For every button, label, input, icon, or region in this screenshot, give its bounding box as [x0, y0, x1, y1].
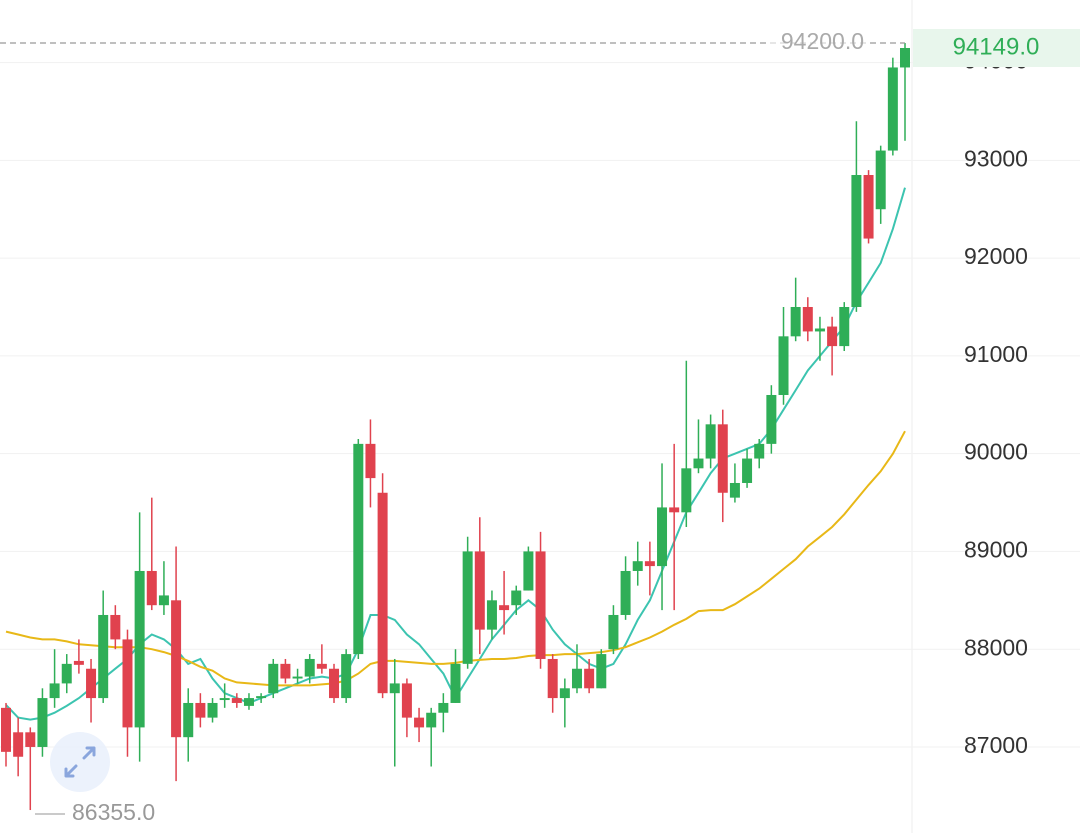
candle-body	[1, 707, 11, 752]
candle-body	[37, 698, 48, 747]
candle-body	[256, 696, 267, 699]
candle-body	[195, 702, 206, 718]
candle-body	[316, 663, 327, 669]
y-tick-label: 87000	[964, 732, 1028, 758]
candle-body	[438, 702, 449, 713]
candle-body	[875, 150, 886, 210]
candle-body	[341, 654, 352, 699]
y-tick-label: 92000	[964, 243, 1028, 269]
candle-body	[523, 551, 534, 591]
candle-body	[329, 668, 340, 699]
last-price-label: 94149.0	[953, 33, 1040, 60]
last-price-badge	[913, 29, 1080, 68]
candle-body	[377, 492, 388, 694]
candle-body	[571, 668, 582, 689]
candle-body	[231, 698, 242, 703]
candle-body	[134, 570, 145, 728]
candle-body	[766, 394, 777, 444]
candle-body	[426, 712, 437, 728]
candle-body	[61, 663, 72, 684]
y-tick-label: 88000	[964, 634, 1028, 660]
candle-body	[98, 614, 109, 699]
candle-body	[754, 443, 765, 459]
candle-body	[887, 67, 898, 151]
candle-body	[584, 668, 595, 689]
candle-body	[353, 443, 364, 655]
candle-body	[219, 698, 230, 701]
y-tick-label: 89000	[964, 537, 1028, 563]
candle-body	[183, 702, 194, 738]
candle-body	[900, 48, 910, 68]
candle-body	[499, 605, 510, 611]
candle-body	[790, 306, 801, 337]
candle-body	[657, 507, 668, 567]
candles	[1, 43, 910, 811]
candle-body	[717, 424, 728, 493]
candle-body	[547, 658, 558, 699]
candle-body	[401, 683, 412, 718]
candle-body	[511, 590, 522, 606]
candle-body	[596, 654, 607, 689]
candle-body	[389, 683, 400, 694]
candle-body	[620, 570, 631, 615]
expand-button[interactable]	[50, 732, 110, 792]
candle-body	[632, 561, 643, 571]
candle-body	[559, 688, 570, 699]
candle-body	[486, 600, 497, 630]
candle-body	[802, 306, 813, 332]
candle-body	[171, 600, 182, 738]
y-tick-label: 90000	[964, 439, 1028, 465]
candle-body	[207, 702, 218, 718]
candle-body	[827, 326, 838, 347]
candle-body	[705, 424, 716, 459]
candle-body	[644, 561, 655, 567]
candle-body	[681, 468, 692, 513]
candle-body	[851, 175, 862, 307]
candle-body	[863, 175, 874, 239]
candle-body	[86, 668, 97, 699]
expand-icon[interactable]	[64, 746, 96, 778]
candle-body	[450, 663, 461, 703]
candle-body	[535, 551, 546, 659]
candle-body	[304, 658, 315, 677]
candle-body	[693, 458, 704, 469]
candle-body	[73, 660, 84, 665]
candle-body	[280, 663, 291, 679]
candle-body	[49, 683, 60, 699]
candle-body	[814, 328, 825, 332]
candle-body	[292, 676, 303, 679]
candle-body	[243, 698, 254, 706]
candle-body	[268, 663, 279, 694]
max-label: 94200.0	[781, 28, 864, 54]
y-tick-label: 93000	[964, 145, 1028, 171]
y-tick-label: 91000	[964, 341, 1028, 367]
candle-body	[122, 639, 133, 728]
max-label-bg	[766, 31, 866, 56]
labels: 8700088000890009000091000920009300094000…	[0, 28, 1080, 825]
candle-body	[110, 614, 121, 640]
candle-body	[365, 443, 376, 479]
candle-body	[474, 551, 485, 630]
candle-body	[13, 732, 24, 757]
candle-body	[158, 595, 169, 606]
candle-body	[25, 732, 36, 747]
candle-body	[669, 507, 680, 513]
candle-body	[146, 570, 157, 606]
candle-body	[414, 717, 425, 728]
candle-body	[462, 551, 473, 664]
min-label: 86355.0	[72, 799, 155, 825]
candle-body	[742, 458, 753, 483]
expand-circle[interactable]	[50, 732, 110, 792]
candle-body	[839, 306, 850, 347]
candle-body	[729, 482, 740, 498]
candle-body	[778, 336, 789, 395]
candle-body	[608, 614, 619, 650]
